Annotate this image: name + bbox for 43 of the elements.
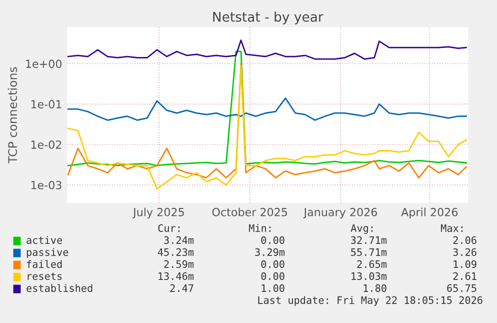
text: 0.00: [261, 272, 284, 280]
text: 3.26: [453, 248, 476, 256]
text: 2.59m: [164, 260, 194, 268]
line-series: [67, 97, 467, 121]
text: 0.00: [261, 236, 284, 244]
text: 13.03m: [352, 272, 387, 280]
line-series: [67, 40, 467, 60]
text: Avg:: [350, 224, 373, 234]
text: 1.80: [364, 284, 386, 292]
y-axis-title: TCP connections: [8, 67, 18, 164]
text: Max:: [441, 224, 463, 232]
y-tick-label: 1e+00: [26, 60, 62, 68]
text: 2.06: [453, 236, 476, 244]
y-tick-label: 1e-02: [31, 140, 62, 149]
chart-title: Netstat - by year: [213, 12, 324, 24]
text: Cur:: [158, 224, 180, 232]
line-series: [67, 50, 467, 166]
text: 2.47: [170, 284, 194, 292]
x-tick-label: July 2025: [132, 208, 184, 218]
x-tick-label: January 2026: [303, 208, 378, 218]
text: 3.24m: [164, 236, 194, 244]
text: 3.29m: [255, 248, 285, 256]
legend-label: established: [26, 284, 92, 292]
text: 1.09: [454, 260, 476, 268]
x-tick-label: October 2025: [212, 208, 288, 216]
text: 0.00: [261, 260, 284, 268]
y-tick-label: 1e-03: [31, 180, 62, 190]
x-tick-label: April 2026: [401, 208, 458, 218]
text: 45.23m: [158, 248, 194, 256]
text: 55.71m: [351, 248, 387, 256]
legend-label: active: [26, 236, 62, 244]
text: 65.75: [447, 284, 476, 292]
text: Min:: [249, 224, 271, 232]
text: Last update: Fri May 22 18:05:15 2026: [258, 296, 482, 306]
legend-label: passive: [26, 248, 68, 258]
text: 2.61: [453, 272, 476, 280]
text: 1.00: [262, 284, 284, 292]
legend-label: resets: [28, 272, 62, 280]
legend-label: failed: [26, 260, 62, 268]
y-tick-label: 1e-01: [31, 100, 62, 108]
text: 32.71m: [351, 236, 387, 244]
text: 13.46m: [158, 272, 194, 280]
text: 2.65m: [357, 260, 387, 268]
